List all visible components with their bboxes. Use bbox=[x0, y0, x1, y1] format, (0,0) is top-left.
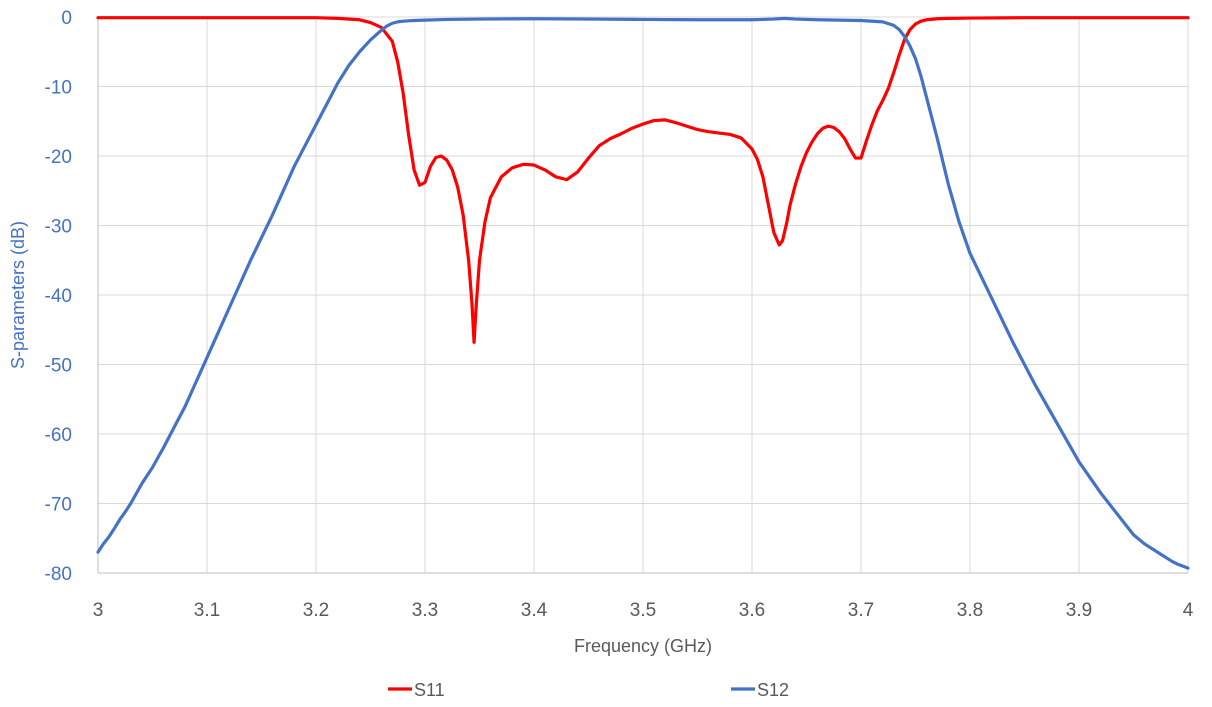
x-tick-label: 3.2 bbox=[303, 600, 329, 621]
y-tick-label: -60 bbox=[45, 425, 72, 446]
x-axis-title: Frequency (GHz) bbox=[574, 636, 712, 656]
y-tick-label: -10 bbox=[45, 78, 72, 99]
x-tick-label: 3.5 bbox=[630, 600, 656, 621]
series-lines bbox=[96, 16, 1190, 570]
y-tick-label: -30 bbox=[45, 217, 72, 238]
series-line-s12 bbox=[96, 16, 1190, 570]
y-tick-label: -70 bbox=[45, 495, 72, 516]
x-tick-label: 3.8 bbox=[957, 600, 983, 621]
legend: S11 S12 bbox=[388, 680, 789, 700]
y-axis-title: S-parameters (dB) bbox=[8, 221, 28, 369]
series-line-s11 bbox=[96, 16, 1190, 344]
y-tick-label: -20 bbox=[45, 147, 72, 168]
y-tick-label: -40 bbox=[45, 286, 72, 307]
x-tick-label: 3.3 bbox=[412, 600, 438, 621]
legend-label: S12 bbox=[757, 680, 789, 700]
legend-item-s11: S11 bbox=[388, 680, 445, 700]
axes bbox=[97, 17, 1188, 574]
legend-label: S11 bbox=[414, 680, 445, 700]
x-tick-label: 3.1 bbox=[194, 600, 220, 621]
y-tick-label: -80 bbox=[45, 564, 72, 585]
x-tick-label: 3 bbox=[93, 600, 104, 621]
x-tick-label: 4 bbox=[1183, 600, 1194, 621]
tick-labels: 3 3.1 3.2 3.3 3.4 3.5 3.6 3.7 3.8 3.9 4 0 -10 -20 -30 -… bbox=[45, 8, 1194, 621]
x-tick-label: 3.4 bbox=[521, 600, 548, 621]
x-tick-label: 3.7 bbox=[848, 600, 874, 621]
x-tick-label: 3.6 bbox=[739, 600, 765, 621]
legend-item-s12: S12 bbox=[731, 680, 789, 700]
grid bbox=[98, 16, 1189, 573]
y-tick-label: 0 bbox=[61, 8, 72, 29]
y-tick-label: -50 bbox=[45, 356, 72, 377]
x-tick-label: 3.9 bbox=[1066, 600, 1092, 621]
